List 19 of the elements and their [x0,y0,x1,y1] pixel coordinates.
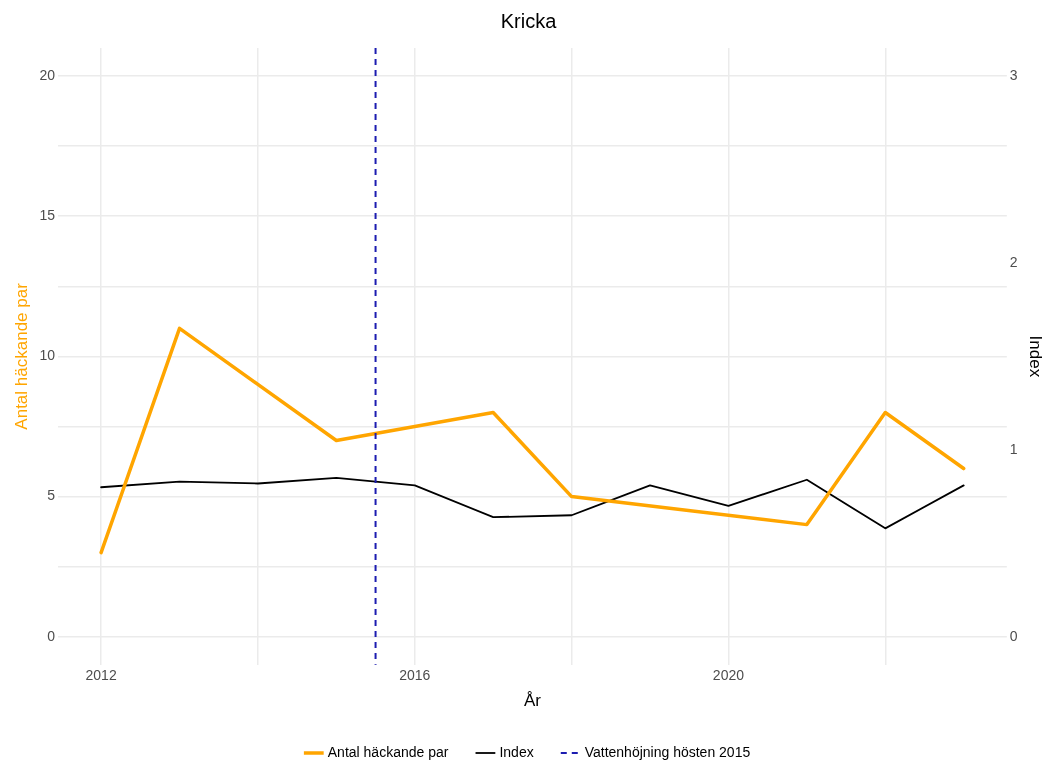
x-tick-label: 2012 [85,667,117,684]
legend-label: Vattenhöjning hösten 2015 [584,743,751,760]
x-tick-label: 2020 [712,667,745,684]
y2-axis-title: Index [1026,335,1046,378]
x-axis-title: År [523,691,542,711]
y-tick-label: 10 [39,347,56,364]
y2-tick-label: 1 [1009,440,1018,457]
chart-title: Kricka [500,9,558,32]
y2-tick-label: 2 [1009,253,1018,270]
y-tick-label: 20 [39,66,56,83]
y2-tick-label: 3 [1009,66,1018,83]
x-tick-label: 2016 [399,667,431,684]
legend-label: Antal häckande par [327,743,449,760]
y-tick-label: 0 [47,627,56,644]
legend-label: Index [499,743,534,760]
y2-tick-label: 0 [1009,627,1018,644]
y-tick-label: 15 [39,207,56,224]
y-tick-label: 5 [47,487,56,504]
y-axis-title: Antal häckande par [11,282,31,430]
